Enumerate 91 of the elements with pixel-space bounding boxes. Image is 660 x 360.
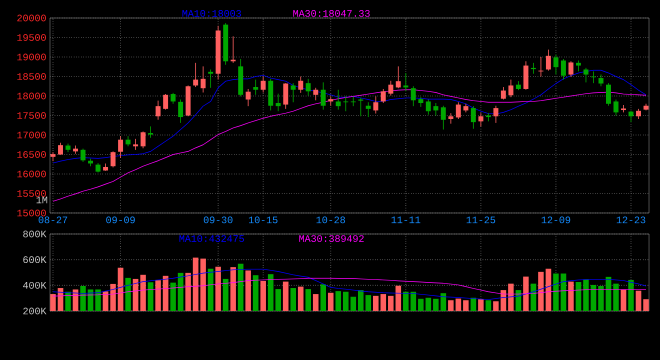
text: MA30:389492 <box>299 235 364 242</box>
candlestick <box>583 68 588 83</box>
candlestick <box>380 88 386 104</box>
candlestick <box>313 87 318 101</box>
candlestick <box>576 60 581 72</box>
candlestick <box>396 66 401 89</box>
candlestick <box>456 102 461 120</box>
x-tick-label: 12-23 <box>616 216 646 224</box>
candlestick <box>560 58 566 80</box>
y-tick-label: 400K <box>23 282 46 289</box>
candlestick <box>486 112 491 122</box>
candlestick <box>470 106 476 130</box>
candlestick <box>508 79 514 98</box>
candlestick <box>148 126 154 138</box>
y-tick-label: 19000 <box>17 54 46 60</box>
candlestick <box>170 92 176 104</box>
candlestick <box>246 88 251 107</box>
candlestick <box>621 104 626 113</box>
candlestick <box>208 69 214 88</box>
candlestick <box>140 131 146 149</box>
text: MA10:432475 <box>179 235 244 242</box>
candlestick <box>200 66 206 93</box>
candlestick <box>538 56 544 77</box>
x-tick-label: 10-28 <box>316 216 346 224</box>
x-tick-label: 11-25 <box>466 216 496 224</box>
candlestick <box>418 96 424 108</box>
candlestick <box>448 112 454 124</box>
candlestick <box>80 148 86 162</box>
candlestick <box>628 110 634 123</box>
candlestick <box>373 96 378 114</box>
candlestick <box>403 72 408 92</box>
x-tick-label: 10-15 <box>248 216 278 224</box>
candlestick <box>440 105 446 130</box>
x-tick-label: 12-09 <box>542 216 570 224</box>
y-tick-label: 19500 <box>17 34 46 41</box>
candlestick <box>433 102 438 116</box>
y-tick-label: 17500 <box>17 112 46 119</box>
candlestick <box>110 150 116 168</box>
candlestick <box>283 82 288 110</box>
y-tick-label: 15000 <box>17 210 46 216</box>
x-tick-label: 09-09 <box>106 216 135 224</box>
candlestick <box>290 82 296 103</box>
candlestick <box>126 136 131 147</box>
candlestick <box>156 100 161 120</box>
candlestick <box>133 138 138 150</box>
candlestick <box>298 76 304 94</box>
text: MA10:18003 <box>182 10 241 17</box>
candlestick <box>598 74 604 87</box>
candlestick <box>568 60 574 78</box>
candlestick <box>328 96 334 106</box>
text: 1M <box>36 196 48 204</box>
y-tick-label: 15500 <box>17 190 46 197</box>
candlestick <box>230 36 236 64</box>
candlestick <box>590 71 596 84</box>
candlestick <box>163 94 168 110</box>
candlestick <box>546 49 551 72</box>
candlestick <box>58 142 63 156</box>
candlestick <box>493 105 498 124</box>
candlestick <box>178 99 184 124</box>
candlestick <box>606 82 611 106</box>
candlestick <box>500 86 506 100</box>
candlestick <box>388 80 394 96</box>
candlestick <box>523 60 528 90</box>
text: MA30:18047.33 <box>293 10 370 17</box>
y-tick-label: 16500 <box>17 151 46 158</box>
x-tick-label: 09-30 <box>204 216 232 224</box>
candlestick <box>614 99 618 116</box>
y-tick-label: 16000 <box>17 170 46 178</box>
candlestick <box>96 162 101 173</box>
x-tick-label: 08-27 <box>38 216 68 224</box>
candlestick <box>253 79 258 96</box>
y-tick-label: 17000 <box>17 132 46 138</box>
candlestick <box>410 86 416 107</box>
y-tick-label: 200K <box>23 308 46 314</box>
y-tick-label: 18500 <box>17 73 46 80</box>
x-tick-label: 11-11 <box>392 216 420 224</box>
candlestick <box>193 62 198 88</box>
candlestick <box>478 112 484 127</box>
candlestick <box>260 76 266 93</box>
candlestick <box>636 108 641 120</box>
candlestick <box>320 82 326 110</box>
candlestick <box>553 54 558 75</box>
candlestick <box>426 99 431 116</box>
y-tick-label: 800K <box>23 230 46 238</box>
y-tick-label: 20000 <box>17 14 46 22</box>
candlestick <box>118 136 124 158</box>
candlestick <box>276 93 281 112</box>
candlestick <box>366 102 371 118</box>
y-tick-label: 18000 <box>17 92 46 100</box>
y-tick-label: 600K <box>23 256 46 264</box>
candlestick <box>306 78 311 96</box>
